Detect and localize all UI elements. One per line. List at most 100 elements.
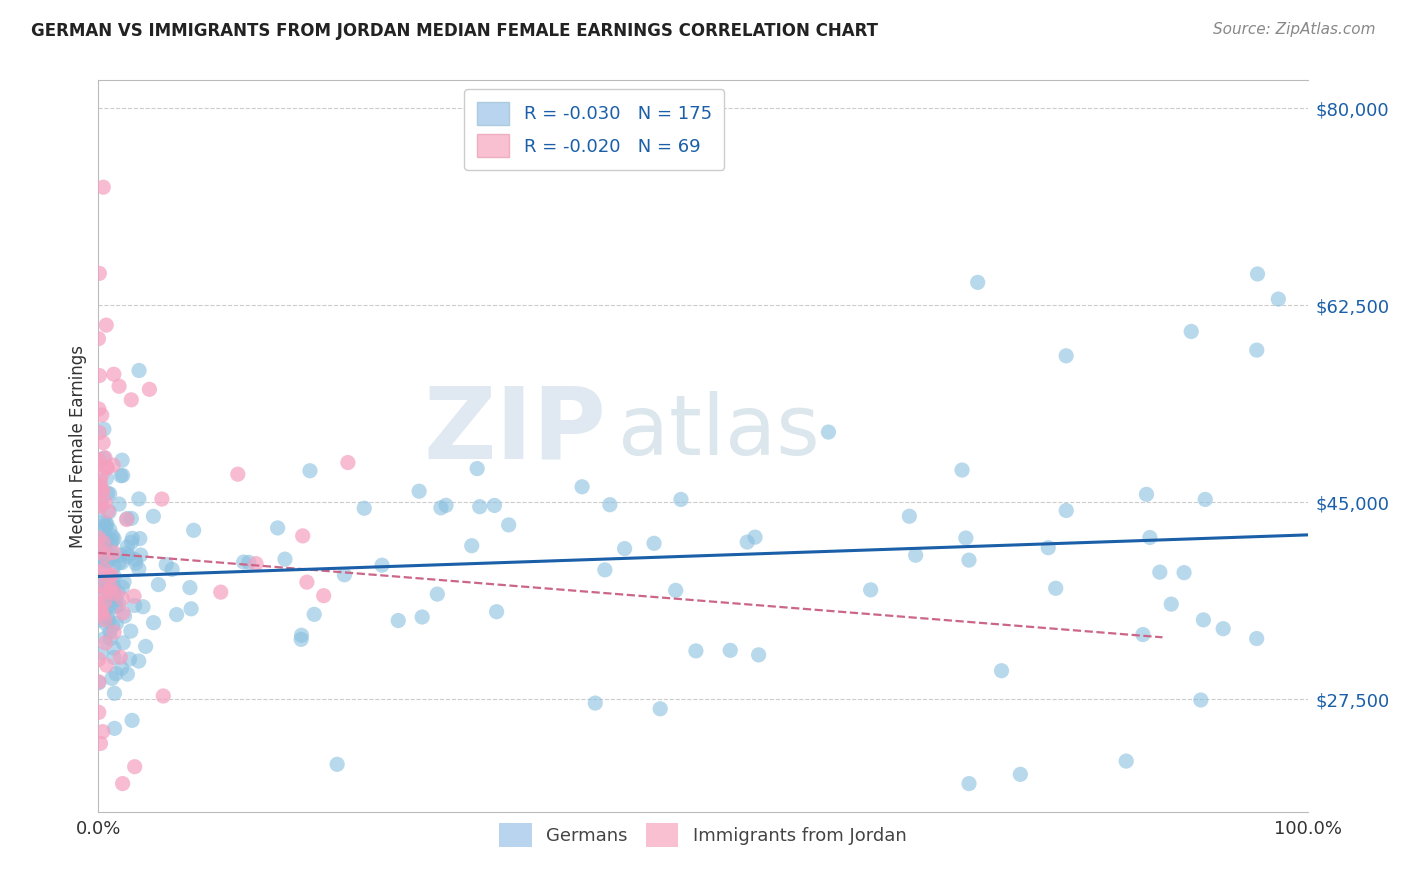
- Point: [91, 483, 114, 498]
- Point: [484, 499, 506, 513]
- Point: [94, 595, 117, 609]
- Point: [101, 672, 124, 686]
- Point: [94, 636, 117, 650]
- Point: [89, 478, 111, 492]
- Point: [336, 456, 359, 470]
- Point: [90, 468, 112, 483]
- Point: [111, 453, 134, 467]
- Point: [90, 605, 112, 619]
- Point: [91, 497, 114, 511]
- Point: [966, 276, 988, 290]
- Point: [121, 714, 143, 728]
- Point: [93, 451, 115, 466]
- Point: [112, 574, 135, 589]
- Point: [96, 486, 118, 500]
- Point: [100, 568, 122, 582]
- Point: [93, 580, 115, 594]
- Point: [89, 500, 111, 514]
- Point: [166, 607, 188, 622]
- Point: [89, 543, 111, 558]
- Point: [302, 607, 325, 622]
- Point: [1115, 754, 1137, 768]
- Point: [87, 613, 110, 627]
- Point: [115, 512, 138, 526]
- Point: [94, 617, 117, 632]
- Point: [110, 468, 132, 483]
- Point: [111, 591, 134, 606]
- Point: [108, 556, 131, 570]
- Point: [593, 563, 616, 577]
- Point: [104, 599, 127, 614]
- Point: [90, 408, 112, 422]
- Point: [87, 603, 110, 617]
- Point: [93, 607, 115, 622]
- Point: [411, 610, 433, 624]
- Point: [209, 585, 232, 599]
- Point: [129, 548, 152, 562]
- Point: [111, 776, 134, 790]
- Point: [103, 368, 125, 382]
- Point: [108, 548, 131, 562]
- Point: [93, 527, 115, 541]
- Point: [103, 686, 125, 700]
- Point: [179, 581, 201, 595]
- Point: [111, 556, 134, 570]
- Point: [87, 332, 110, 346]
- Point: [1192, 613, 1215, 627]
- Point: [128, 491, 150, 506]
- Point: [90, 646, 112, 660]
- Point: [120, 511, 142, 525]
- Point: [103, 641, 125, 656]
- Point: [108, 598, 131, 612]
- Point: [89, 425, 111, 440]
- Point: [124, 760, 146, 774]
- Point: [98, 505, 121, 519]
- Point: [1246, 632, 1268, 646]
- Point: [114, 609, 136, 624]
- Point: [295, 575, 318, 590]
- Point: [98, 579, 121, 593]
- Point: [465, 461, 488, 475]
- Point: [94, 519, 117, 533]
- Point: [93, 632, 115, 646]
- Point: [155, 558, 177, 572]
- Point: [135, 640, 157, 654]
- Point: [96, 533, 118, 547]
- Point: [148, 577, 170, 591]
- Point: [91, 552, 114, 566]
- Y-axis label: Median Female Earnings: Median Female Earnings: [69, 344, 87, 548]
- Point: [132, 599, 155, 614]
- Point: [96, 460, 118, 475]
- Point: [93, 587, 115, 601]
- Point: [93, 515, 115, 529]
- Point: [111, 606, 134, 620]
- Point: [1246, 267, 1268, 281]
- Point: [98, 487, 121, 501]
- Point: [1054, 349, 1077, 363]
- Point: [93, 422, 115, 436]
- Point: [1132, 627, 1154, 641]
- Point: [103, 545, 125, 559]
- Point: [97, 555, 120, 569]
- Point: [461, 539, 484, 553]
- Point: [94, 549, 117, 563]
- Point: [290, 628, 312, 642]
- Point: [115, 511, 138, 525]
- Point: [101, 529, 124, 543]
- Point: [142, 509, 165, 524]
- Point: [990, 664, 1012, 678]
- Point: [290, 632, 312, 647]
- Point: [685, 644, 707, 658]
- Point: [583, 696, 606, 710]
- Point: [434, 499, 457, 513]
- Point: [898, 509, 921, 524]
- Point: [101, 458, 124, 472]
- Point: [426, 587, 449, 601]
- Point: [1045, 581, 1067, 595]
- Point: [87, 598, 110, 612]
- Point: [1135, 487, 1157, 501]
- Point: [87, 502, 110, 516]
- Point: [93, 562, 115, 576]
- Point: [1038, 541, 1060, 555]
- Point: [117, 549, 139, 564]
